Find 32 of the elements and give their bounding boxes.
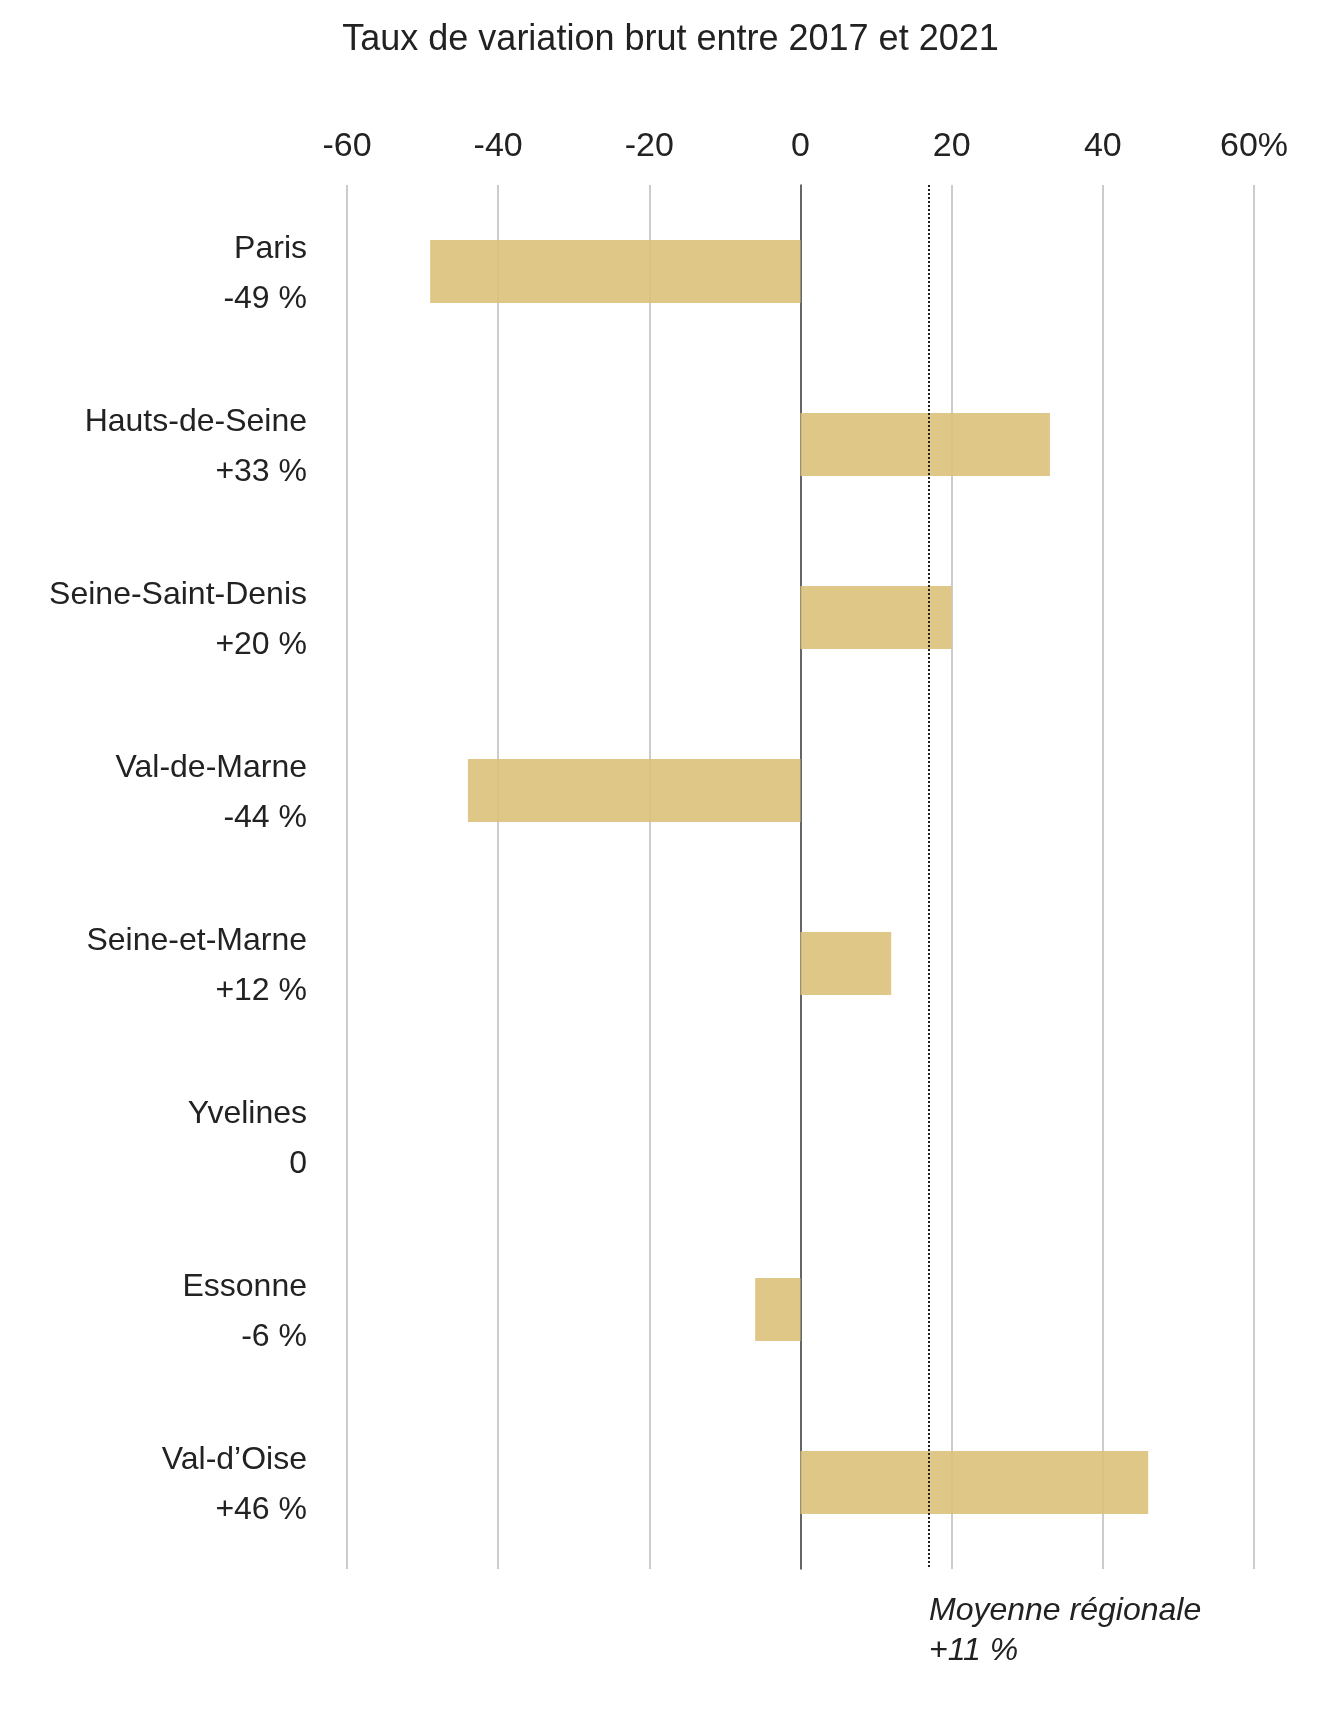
data-label: -6 %	[241, 1316, 307, 1353]
bar	[430, 240, 801, 303]
data-label: +33 %	[215, 451, 307, 488]
data-label: +20 %	[215, 624, 307, 661]
y-tick-label: Val-de-Marne	[115, 747, 307, 784]
bar	[800, 586, 952, 649]
x-tick-label: 0	[791, 125, 810, 163]
x-tick-label: -60	[322, 125, 372, 163]
data-label: -49 %	[223, 278, 307, 315]
y-tick-label: Hauts-de-Seine	[84, 401, 307, 438]
y-tick-label: Seine-Saint-Denis	[49, 574, 307, 611]
x-tick-label: 40	[1083, 125, 1122, 163]
bar	[800, 932, 892, 995]
data-label: +46 %	[215, 1489, 307, 1526]
data-label: +12 %	[215, 970, 307, 1007]
bar	[800, 1451, 1149, 1514]
x-tick-label: -40	[473, 125, 523, 163]
x-tick-label: 20	[932, 125, 971, 163]
bar	[800, 413, 1050, 476]
y-tick-label: Seine-et-Marne	[86, 920, 307, 957]
data-label: 0	[289, 1143, 307, 1180]
ref-line-label: Moyenne régionale +11 %	[928, 1591, 1202, 1667]
bar	[755, 1278, 801, 1341]
y-tick-label: Essonne	[182, 1266, 307, 1303]
y-tick-label: Yvelines	[187, 1093, 307, 1130]
chart-title: Taux de variation brut entre 2017 et 2021	[342, 16, 999, 58]
y-tick-label: Val-d’Oise	[161, 1439, 307, 1476]
x-tick-label: 60%	[1219, 125, 1289, 163]
y-tick-label: Paris	[234, 228, 307, 265]
bar	[467, 759, 801, 822]
data-label: -44 %	[223, 797, 307, 834]
x-tick-label: -20	[624, 125, 674, 163]
